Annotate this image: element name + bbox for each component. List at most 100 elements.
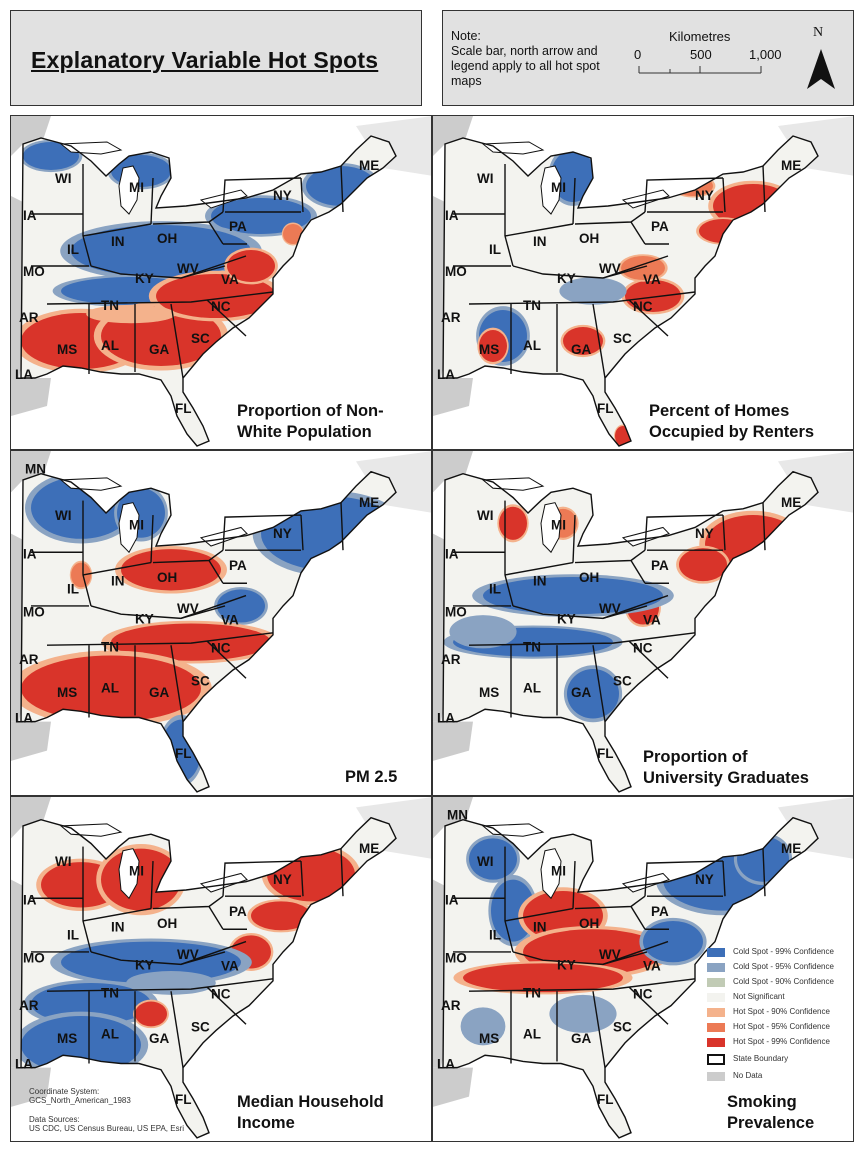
map-renters: WI MI ME NY IA IN OH PA IL MO KY WV VA AR TN NC MS AL GA SC… bbox=[433, 116, 853, 449]
state-label-ia: IA bbox=[445, 892, 459, 907]
state-label-la: LA bbox=[15, 367, 33, 382]
state-label-tn: TN bbox=[101, 298, 119, 313]
legend-swatch bbox=[707, 1072, 725, 1081]
panel-title-line: PM 2.5 bbox=[345, 768, 398, 786]
panel-title-line: Prevalence bbox=[727, 1114, 815, 1132]
state-label-tn: TN bbox=[523, 985, 541, 1000]
credit-line: US CDC, US Census Bureau, US EPA, Esri bbox=[29, 1124, 185, 1133]
legend-label: Hot Spot - 90% Confidence bbox=[733, 1007, 830, 1016]
state-label-la: LA bbox=[15, 1057, 33, 1072]
map-panel-renters: WI MI ME NY IA IN OH PA IL MO KY WV VA AR TN NC MS AL GA SC… bbox=[432, 115, 854, 450]
state-label-sc: SC bbox=[613, 331, 632, 346]
state-label-ky: KY bbox=[557, 611, 576, 626]
map-panel-income: WI MI ME NY IA IN OH PA IL MO KY WV VA AR TN NC MS AL GA SC… bbox=[10, 796, 432, 1142]
state-label-tn: TN bbox=[523, 298, 541, 313]
state-label-va: VA bbox=[221, 272, 239, 287]
map-panel-nonwhite: WI MI ME NY IA IN OH PA IL MO KY WV VA AR TN NC MS AL GA SC… bbox=[10, 115, 432, 450]
panel-title: Percent of Homes Occupied by Renters bbox=[649, 401, 814, 443]
state-label-mi: MI bbox=[129, 180, 144, 195]
state-label-ga: GA bbox=[571, 342, 592, 357]
legend-label: No Data bbox=[733, 1071, 763, 1080]
state-label-ny: NY bbox=[695, 872, 714, 887]
state-label-ga: GA bbox=[571, 1031, 592, 1046]
scale-bar-title: Kilometres bbox=[669, 29, 731, 44]
state-label-sc: SC bbox=[191, 1019, 210, 1034]
state-label-ms: MS bbox=[57, 342, 77, 357]
state-label-mi: MI bbox=[551, 180, 566, 195]
state-label-ia: IA bbox=[23, 546, 37, 561]
scale-label-1000: 1,000 bbox=[749, 47, 782, 62]
state-label-ia: IA bbox=[445, 546, 459, 561]
state-label-me: ME bbox=[359, 158, 379, 173]
state-label-ga: GA bbox=[149, 342, 170, 357]
map-panel-graduates: WI MI ME NY IA IN OH PA IL MO KY WV VA AR TN NC MS AL GA SC… bbox=[432, 450, 854, 796]
panel-title-line: Smoking bbox=[727, 1093, 797, 1111]
state-label-sc: SC bbox=[613, 673, 632, 688]
data-sources: Data Sources: US CDC, US Census Bureau, … bbox=[29, 1115, 184, 1133]
state-label-ga: GA bbox=[149, 1031, 170, 1046]
title-box: Explanatory Variable Hot Spots bbox=[10, 10, 422, 106]
state-label-ms: MS bbox=[479, 342, 499, 357]
state-label-ms: MS bbox=[479, 1031, 499, 1046]
state-label-in: IN bbox=[111, 234, 125, 249]
north-label: N bbox=[813, 25, 824, 40]
legend-label: Hot Spot - 99% Confidence bbox=[733, 1037, 830, 1046]
panel-title-line: Income bbox=[237, 1114, 295, 1132]
state-label-pa: PA bbox=[651, 904, 669, 919]
state-label-wv: WV bbox=[599, 261, 621, 276]
state-label-tn: TN bbox=[101, 639, 119, 654]
state-label-ia: IA bbox=[445, 208, 459, 223]
state-label-ar: AR bbox=[19, 652, 39, 667]
state-label-ny: NY bbox=[273, 526, 292, 541]
state-label-mo: MO bbox=[445, 604, 467, 619]
state-label-sc: SC bbox=[191, 331, 210, 346]
panel-title-line: Percent of Homes bbox=[649, 402, 790, 420]
state-label-al: AL bbox=[523, 1027, 541, 1042]
state-label-wv: WV bbox=[177, 601, 199, 616]
state-label-oh: OH bbox=[157, 231, 177, 246]
state-label-nc: NC bbox=[633, 640, 653, 655]
state-label-il: IL bbox=[489, 928, 501, 943]
panel-title: Smoking Prevalence bbox=[727, 1092, 814, 1134]
state-label-ky: KY bbox=[557, 957, 576, 972]
state-label-me: ME bbox=[781, 158, 801, 173]
state-label-mn: MN bbox=[25, 462, 46, 477]
note-line: Scale bar, north arrow and bbox=[451, 44, 598, 58]
state-label-fl: FL bbox=[175, 746, 192, 761]
north-arrow-icon bbox=[807, 49, 835, 89]
state-label-in: IN bbox=[111, 919, 125, 934]
state-label-wi: WI bbox=[477, 171, 494, 186]
map-pm25: MN WI MI ME NY IA IN OH PA IL MO KY WV VA AR TN NC MS AL GA… bbox=[11, 451, 431, 795]
panel-title: Median Household Income bbox=[237, 1092, 384, 1134]
state-label-oh: OH bbox=[157, 916, 177, 931]
panel-title-line: Occupied by Renters bbox=[649, 423, 815, 441]
state-label-ms: MS bbox=[479, 685, 499, 700]
state-label-fl: FL bbox=[175, 401, 192, 416]
panel-title-line: White Population bbox=[237, 423, 372, 441]
legend-label: Cold Spot - 95% Confidence bbox=[733, 962, 834, 971]
state-label-nc: NC bbox=[633, 986, 653, 1001]
legend-swatch bbox=[707, 1054, 725, 1065]
legend-swatch bbox=[707, 978, 725, 987]
state-label-wv: WV bbox=[177, 261, 199, 276]
legend-swatch bbox=[707, 948, 725, 957]
legend-label: Not Significant bbox=[733, 992, 785, 1001]
legend-swatch bbox=[707, 1038, 725, 1047]
state-label-ny: NY bbox=[273, 188, 292, 203]
state-label-mn: MN bbox=[447, 808, 468, 823]
state-label-nc: NC bbox=[211, 640, 231, 655]
panel-title: PM 2.5 bbox=[345, 767, 397, 788]
state-label-sc: SC bbox=[613, 1019, 632, 1034]
state-label-fl: FL bbox=[175, 1092, 192, 1107]
state-label-ar: AR bbox=[441, 998, 461, 1013]
state-label-va: VA bbox=[643, 272, 661, 287]
state-label-mi: MI bbox=[551, 517, 566, 532]
state-label-pa: PA bbox=[651, 558, 669, 573]
state-label-al: AL bbox=[101, 1027, 119, 1042]
state-label-pa: PA bbox=[229, 558, 247, 573]
state-label-ky: KY bbox=[557, 271, 576, 286]
state-label-ky: KY bbox=[135, 611, 154, 626]
legend-swatch bbox=[707, 1008, 725, 1017]
state-label-ga: GA bbox=[149, 685, 170, 700]
state-label-wi: WI bbox=[477, 508, 494, 523]
